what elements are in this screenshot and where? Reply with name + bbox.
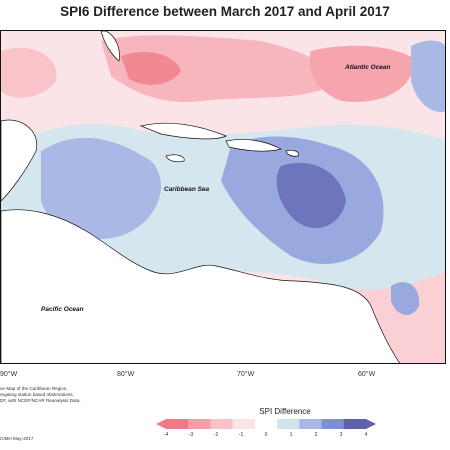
field-darkblue-core [276,162,346,229]
legend-swatch [254,419,278,429]
legend-tick-label: 4 [364,432,368,438]
issue-date: CIMH May-2017 [0,436,34,441]
legend-swatch [277,419,300,429]
longitude-label-90w: 90°W [0,371,18,378]
legend-cap-high [366,419,376,429]
pacific-ocean-label: Pacific Ocean [41,306,84,313]
legend-swatch [210,419,234,429]
legend-tick-labels: -4 -3 -2 -1 0 1 2 3 4 [156,432,376,440]
data-credit: on Map of the Caribbean Region. regating… [0,386,120,405]
legend-tick-label: -1 [238,432,244,438]
field-red-west [1,47,57,98]
legend-swatch [299,419,323,429]
legend-swatch [232,419,256,429]
field-blue-northeast [411,40,445,112]
legend-tick-label: 0 [264,432,268,438]
map-title: SPI6 Difference between March 2017 and A… [60,4,390,19]
land-central-south-america [1,209,401,363]
legend-tick-label: 2 [314,432,318,438]
field-blue-lesser-antilles [391,282,420,316]
legend-colorbar [156,419,376,429]
land-puerto-rico [285,150,300,157]
map-canvas [1,31,445,363]
legend-swatch [166,419,189,429]
land-cuba [139,122,227,140]
longitude-label-60w: 60°W [358,371,376,378]
legend-cap-low [156,419,166,429]
field-red-core [121,51,181,85]
legend-swatch [343,419,367,429]
legend-swatch [188,419,211,429]
credit-line: DF, with NCEP/NCAR Reanalysis Data. [0,398,81,404]
legend-swatch [321,419,345,429]
land-hispaniola [225,139,282,152]
longitude-label-80w: 80°W [117,371,135,378]
land-yucatan [1,119,38,202]
legend-tick-label: 3 [339,432,343,438]
credit-line: regating station based observations, [0,392,74,398]
legend-tick-label: 1 [289,432,293,438]
spi-difference-map: Atlantic Ocean Caribbean Sea Pacific Oce… [0,30,446,364]
field-red-north [101,35,331,102]
atlantic-ocean-label: Atlantic Ocean [345,64,391,71]
caribbean-sea-label: Caribbean Sea [164,186,210,193]
legend-tick-label: -3 [188,432,194,438]
land-jamaica [165,154,185,163]
longitude-label-70w: 70°W [237,371,255,378]
field-blue-west [41,137,161,240]
legend-tick-label: -2 [213,432,219,438]
legend-title: SPI Difference [259,407,311,416]
credit-line: on Map of the Caribbean Region. [0,386,68,391]
legend-tick-label: -4 [163,432,169,438]
land-florida [100,31,120,62]
field-red-atlantic [309,45,416,102]
